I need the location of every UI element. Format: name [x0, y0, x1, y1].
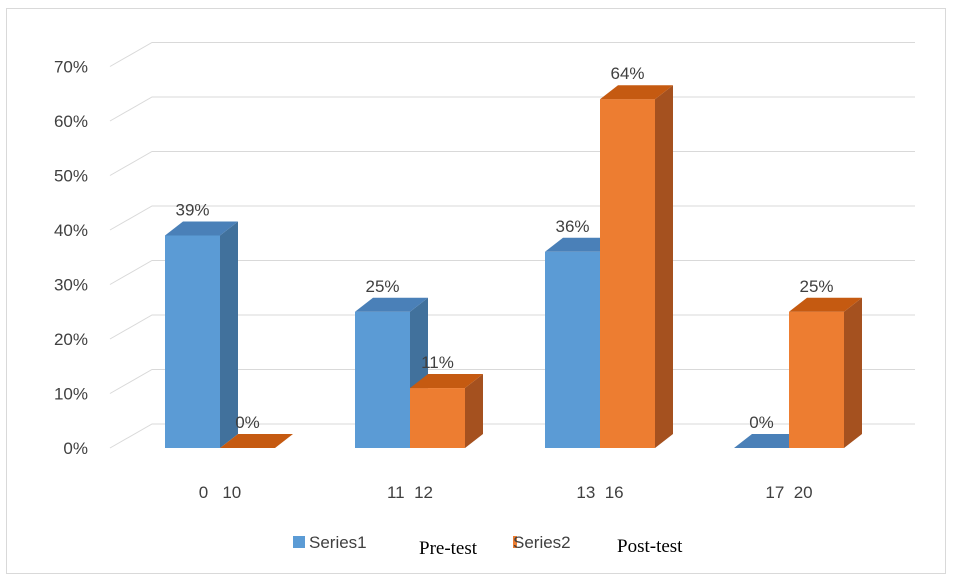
legend-overlay-post-test: Post-test — [617, 536, 683, 557]
legend: Series1 Series2 Pre-test Post-test — [293, 532, 683, 559]
x-tick-label: 13 16 — [576, 483, 623, 502]
legend-label-series1: Series1 — [309, 533, 367, 552]
legend-overlay-mask — [477, 532, 513, 554]
bar-side — [844, 297, 862, 448]
legend-label-series2: Series2 — [513, 533, 571, 552]
y-tick-label: 30% — [54, 276, 88, 295]
legend-swatch-series1 — [293, 536, 305, 548]
bar-series2-2 — [600, 85, 673, 448]
bars — [165, 85, 862, 448]
bar-top — [600, 85, 673, 100]
bar-side — [220, 221, 238, 448]
y-tick-label: 50% — [54, 167, 88, 186]
bar-top — [410, 374, 483, 389]
bar-side — [655, 85, 673, 448]
bar-front — [410, 388, 465, 448]
bar-front — [165, 235, 220, 448]
data-label-series2: 11% — [421, 353, 454, 372]
y-tick-label: 10% — [54, 385, 88, 404]
x-tick-label: 0 10 — [199, 483, 242, 502]
data-label-series1: 36% — [555, 217, 589, 236]
bar-front — [545, 251, 600, 448]
bar-front — [355, 311, 410, 448]
y-tick-label: 70% — [54, 58, 88, 77]
chart-frame — [6, 8, 946, 574]
x-axis-ticks: 0 10 11 12 13 16 17 20 — [199, 483, 813, 502]
data-label-series1: 39% — [175, 200, 209, 219]
data-label-series2: 0% — [235, 413, 260, 432]
y-tick-label: 60% — [54, 112, 88, 131]
bar-top — [734, 434, 807, 448]
data-labels: 39% 0% 25% 11% 36% 64% 0% 25% — [175, 64, 833, 432]
bar-top — [545, 237, 618, 252]
x-tick-label: 17 20 — [765, 483, 812, 502]
bar-series1-0 — [165, 221, 238, 448]
bar-top — [355, 297, 428, 312]
bar-side — [465, 374, 483, 448]
y-tick-label: 40% — [54, 221, 88, 240]
data-label-series1: 25% — [365, 277, 399, 296]
bar-top — [789, 297, 862, 312]
bar-top — [165, 221, 238, 236]
gridline — [109, 151, 915, 176]
data-label-series1: 0% — [749, 413, 774, 432]
data-label-series2: 64% — [610, 64, 644, 83]
bar-top — [220, 434, 293, 448]
bar-front — [600, 99, 655, 448]
bar-series1-3 — [734, 434, 807, 448]
y-tick-label: 20% — [54, 330, 88, 349]
y-tick-label: 0% — [63, 439, 88, 458]
bar-series2-3 — [789, 297, 862, 448]
y-axis-ticks: 0% 10% 20% 30% 40% 50% 60% 70% — [54, 58, 88, 459]
bar-series2-1 — [410, 374, 483, 448]
gridline — [109, 42, 915, 67]
gridline — [109, 96, 915, 122]
legend-overlay-pre-test: Pre-test — [419, 538, 478, 559]
data-label-series2: 25% — [799, 277, 833, 296]
bar-front — [789, 311, 844, 448]
bar-series2-0 — [220, 434, 293, 448]
x-tick-label: 11 12 — [387, 483, 433, 502]
